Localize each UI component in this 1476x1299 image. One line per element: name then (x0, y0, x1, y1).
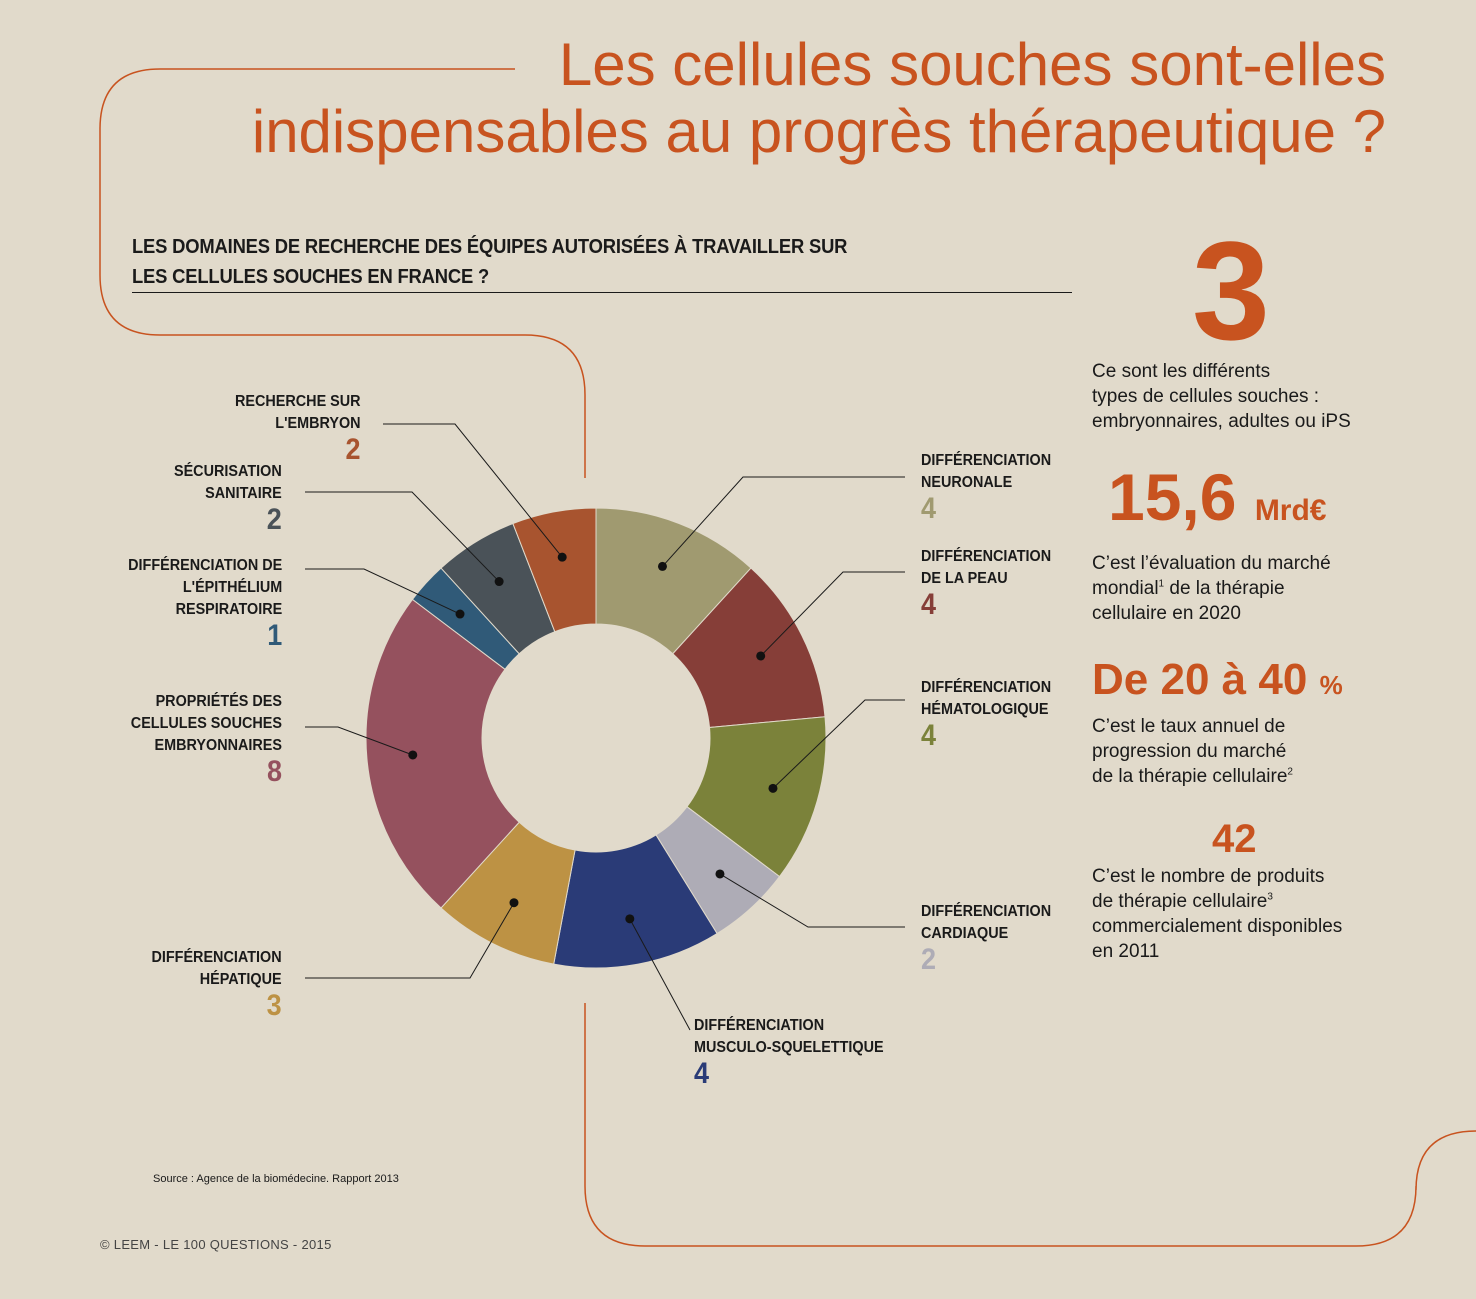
slice-label-hepatique: DIFFÉRENCIATION HÉPATIQUE 3 (152, 947, 282, 1021)
slice-label-embryon-line1: RECHERCHE SUR (235, 393, 361, 410)
stat-products-value: 42 (1212, 817, 1257, 861)
slice-label-embryonnaires-line1: PROPRIÉTÉS DES (155, 693, 282, 710)
slice-label-securisation-line1: SÉCURISATION (174, 463, 282, 480)
page-title-line1: Les cellules souches sont-elles (558, 31, 1386, 98)
slice-label-hepatique-line1: DIFFÉRENCIATION (151, 949, 282, 966)
stat-growth-text-line2: progression du marché (1092, 741, 1287, 762)
stat-market-text-line1: C’est l’évaluation du marché (1092, 553, 1331, 574)
slice-label-securisation-line2: SANITAIRE (205, 485, 282, 502)
chart-subtitle-line1: LES DOMAINES DE RECHERCHE DES ÉQUIPES AU… (132, 236, 848, 258)
stat-types-text-line1: Ce sont les différents (1092, 361, 1271, 382)
stat-growth-text: C’est le taux annuel de progression du m… (1092, 714, 1293, 789)
slice-label-embryonnaires-line3: EMBRYONNAIRES (154, 737, 282, 754)
slice-label-respiratoire-line1: DIFFÉRENCIATION DE (127, 557, 282, 574)
stat-market-text-line3: cellulaire en 2020 (1092, 603, 1241, 624)
slice-label-hematologique: DIFFÉRENCIATION HÉMATOLOGIQUE 4 (921, 677, 1051, 751)
slice-label-peau-line1: DIFFÉRENCIATION (921, 548, 1052, 565)
slice-label-hepatique-line2: HÉPATIQUE (200, 971, 282, 988)
stat-products-text-therapie: de thérapie cellulaire (1092, 891, 1268, 912)
slice-label-cardiaque: DIFFÉRENCIATION CARDIAQUE 2 (921, 901, 1051, 975)
stat-growth-v1: 20 (1160, 655, 1210, 704)
chart-subtitle: LES DOMAINES DE RECHERCHE DES ÉQUIPES AU… (132, 232, 847, 292)
stat-growth-mid: à (1221, 655, 1247, 704)
slice-value-respiratoire: 1 (266, 619, 282, 652)
slice-label-hematologique-line2: HÉMATOLOGIQUE (921, 701, 1049, 718)
stat-types-text-line3: embryonnaires, adultes ou iPS (1092, 411, 1351, 432)
stat-products-text-line2: de thérapie cellulaire3 (1092, 889, 1342, 914)
stat-market-unit: Mrd€ (1254, 494, 1327, 527)
slice-label-peau: DIFFÉRENCIATION DE LA PEAU 4 (921, 546, 1051, 620)
stat-products-text-line4: en 2011 (1092, 941, 1160, 962)
stat-market-number: 15,6 (1108, 460, 1237, 534)
slice-label-respiratoire-line3: RESPIRATOIRE (175, 601, 282, 618)
slice-label-musculo: DIFFÉRENCIATION MUSCULO-SQUELETTIQUE 4 (694, 1015, 884, 1089)
stat-types-value: 3 (1192, 212, 1270, 369)
stat-growth-prefix: De (1092, 655, 1149, 704)
stat-types-text: Ce sont les différents types de cellules… (1092, 359, 1351, 434)
slice-label-embryonnaires: PROPRIÉTÉS DES CELLULES SOUCHES EMBRYONN… (131, 691, 282, 787)
slice-label-respiratoire: DIFFÉRENCIATION DE L'ÉPITHÉLIUM RESPIRAT… (128, 555, 282, 651)
slice-value-embryon: 2 (345, 433, 361, 466)
stat-growth-text-therapie: de la thérapie cellulaire (1092, 766, 1288, 787)
slice-value-embryonnaires: 8 (266, 755, 282, 788)
page-title-line2: indispensables au progrès thérapeutique … (251, 98, 1386, 165)
slice-label-cardiaque-line1: DIFFÉRENCIATION (921, 903, 1052, 920)
slice-value-neuronale: 4 (921, 492, 937, 525)
stat-market-text-line2: mondial1 de la thérapie (1092, 576, 1331, 601)
stat-growth-unit: % (1319, 670, 1343, 700)
slice-label-respiratoire-line2: L'ÉPITHÉLIUM (182, 579, 282, 596)
slice-label-neuronale-line2: NEURONALE (921, 474, 1013, 491)
slice-label-musculo-line1: DIFFÉRENCIATION (694, 1017, 825, 1034)
slice-label-peau-line2: DE LA PEAU (921, 570, 1008, 587)
slice-value-peau: 4 (921, 588, 937, 621)
slice-label-securisation: SÉCURISATION SANITAIRE 2 (174, 461, 282, 535)
copyright-note: © LEEM - LE 100 QUESTIONS - 2015 (100, 1237, 332, 1252)
slice-value-securisation: 2 (266, 503, 282, 536)
slice-label-neuronale-line1: DIFFÉRENCIATION (921, 452, 1052, 469)
slice-label-neuronale: DIFFÉRENCIATION NEURONALE 4 (921, 450, 1051, 524)
slice-value-musculo: 4 (694, 1057, 710, 1090)
footnote-3: 3 (1267, 891, 1273, 903)
footnote-2: 2 (1287, 766, 1293, 778)
footnote-1: 1 (1158, 578, 1165, 590)
stat-market-text: C’est l’évaluation du marché mondial1 de… (1092, 551, 1331, 626)
stat-growth-v2: 40 (1258, 655, 1308, 704)
slice-label-embryon-line2: L'EMBRYON (275, 415, 361, 432)
stat-types-text-line2: types de cellules souches : (1092, 386, 1320, 407)
chart-subtitle-line2: LES CELLULES SOUCHES EN FRANCE ? (132, 266, 490, 288)
slice-label-musculo-line2: MUSCULO-SQUELETTIQUE (694, 1039, 884, 1056)
stat-growth-value: De 20 à 40 % (1092, 652, 1343, 713)
stat-products-text: C’est le nombre de produits de thérapie … (1092, 864, 1342, 964)
stat-products-text-line3: commercialement disponibles (1092, 916, 1343, 937)
stat-growth-text-line3: de la thérapie cellulaire2 (1092, 764, 1293, 789)
slice-label-embryon: RECHERCHE SUR L'EMBRYON 2 (235, 391, 361, 465)
slice-value-hematologique: 4 (921, 719, 937, 752)
slice-value-cardiaque: 2 (921, 943, 937, 976)
stat-products-text-line1: C’est le nombre de produits (1092, 866, 1325, 887)
stat-growth-text-line1: C’est le taux annuel de (1092, 716, 1286, 737)
stat-market-text-rest: de la thérapie (1164, 578, 1285, 599)
source-note: Source : Agence de la biomédecine. Rappo… (153, 1173, 399, 1185)
subtitle-rule (132, 292, 1072, 293)
stat-market-value: 15,6 Mrd€ (1108, 460, 1327, 548)
slice-label-hematologique-line1: DIFFÉRENCIATION (921, 679, 1052, 696)
stat-market-text-mondial: mondial (1092, 578, 1159, 599)
slice-label-embryonnaires-line2: CELLULES SOUCHES (130, 715, 282, 732)
slice-value-hepatique: 3 (266, 989, 282, 1022)
slice-label-cardiaque-line2: CARDIAQUE (921, 925, 1009, 942)
